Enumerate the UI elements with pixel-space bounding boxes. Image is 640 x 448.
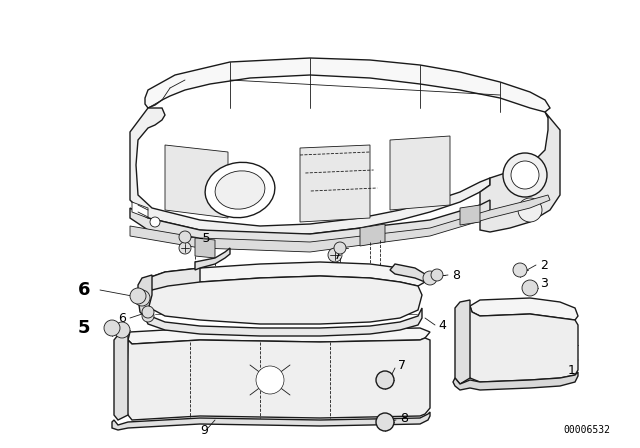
Circle shape	[376, 371, 394, 389]
Ellipse shape	[215, 171, 265, 209]
Polygon shape	[460, 205, 480, 225]
Text: 6: 6	[118, 311, 126, 324]
Text: 4: 4	[438, 319, 446, 332]
Text: 8: 8	[452, 268, 460, 281]
Circle shape	[328, 248, 342, 262]
Polygon shape	[480, 112, 560, 232]
Polygon shape	[130, 200, 490, 246]
Text: 3: 3	[540, 276, 548, 289]
Text: -5: -5	[198, 232, 211, 245]
Ellipse shape	[205, 162, 275, 218]
Circle shape	[423, 271, 437, 285]
Text: 7: 7	[334, 249, 342, 262]
Polygon shape	[148, 268, 200, 294]
Polygon shape	[195, 238, 215, 258]
Polygon shape	[300, 145, 370, 222]
Polygon shape	[138, 275, 152, 316]
Polygon shape	[360, 224, 385, 246]
Polygon shape	[165, 145, 228, 218]
Circle shape	[522, 280, 538, 296]
Circle shape	[104, 320, 120, 336]
Circle shape	[142, 306, 154, 318]
Text: 9: 9	[200, 423, 208, 436]
Polygon shape	[470, 298, 578, 320]
Circle shape	[518, 198, 542, 222]
Circle shape	[142, 310, 154, 322]
Polygon shape	[390, 264, 425, 282]
Text: 8: 8	[400, 412, 408, 425]
Polygon shape	[146, 276, 422, 324]
Polygon shape	[126, 338, 430, 420]
Polygon shape	[148, 262, 425, 290]
Circle shape	[503, 153, 547, 197]
Polygon shape	[114, 332, 128, 420]
Circle shape	[134, 290, 150, 306]
Text: 2: 2	[540, 258, 548, 271]
Circle shape	[511, 161, 539, 189]
Text: 00006532: 00006532	[563, 425, 610, 435]
Polygon shape	[130, 108, 490, 236]
Text: 7: 7	[398, 358, 406, 371]
Polygon shape	[132, 202, 148, 218]
Circle shape	[376, 413, 394, 431]
Polygon shape	[195, 248, 230, 270]
Polygon shape	[466, 306, 578, 382]
Polygon shape	[390, 136, 450, 210]
Polygon shape	[144, 306, 422, 336]
Text: 6: 6	[78, 281, 90, 299]
Circle shape	[114, 322, 130, 338]
Circle shape	[179, 231, 191, 243]
Polygon shape	[130, 195, 550, 252]
Circle shape	[179, 242, 191, 254]
Polygon shape	[112, 412, 430, 430]
Circle shape	[130, 288, 146, 304]
Polygon shape	[455, 300, 470, 384]
Circle shape	[256, 366, 284, 394]
Circle shape	[431, 269, 443, 281]
Polygon shape	[128, 328, 430, 344]
Circle shape	[150, 217, 160, 227]
Circle shape	[513, 263, 527, 277]
Text: 5: 5	[78, 319, 90, 337]
Circle shape	[334, 242, 346, 254]
Polygon shape	[145, 58, 550, 112]
Text: 1: 1	[568, 363, 576, 376]
Polygon shape	[453, 372, 578, 390]
